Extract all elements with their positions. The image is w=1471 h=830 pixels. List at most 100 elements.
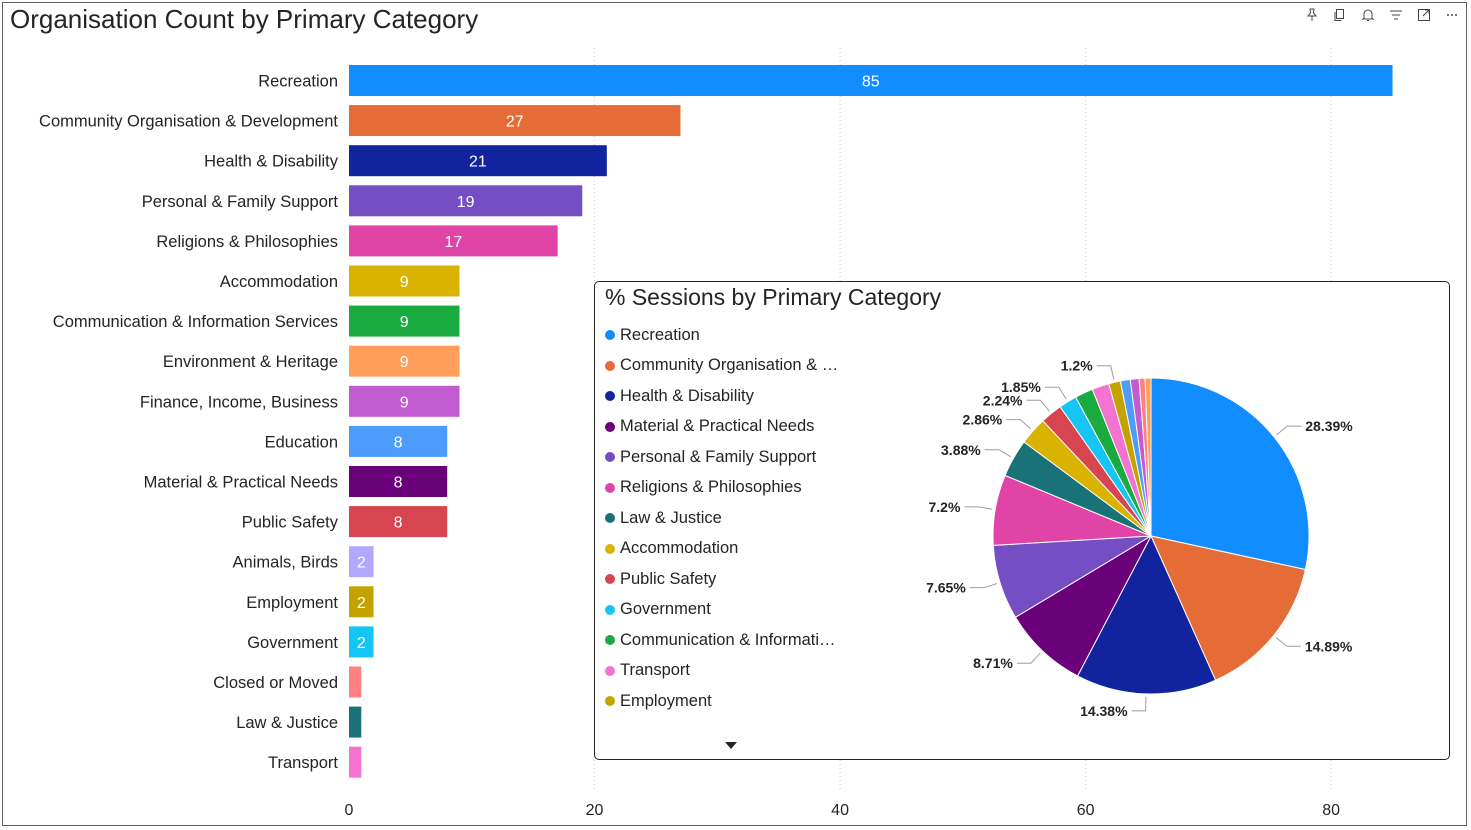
category-label: Recreation: [258, 73, 338, 91]
pie-slice[interactable]: [1014, 534, 1153, 677]
bar-data-label: 17: [444, 234, 462, 251]
legend-label: Public Safety: [620, 569, 717, 588]
bar[interactable]: [349, 105, 681, 137]
legend-label: Accommodation: [620, 539, 739, 558]
legend-item[interactable]: Communication & Informati…: [605, 625, 845, 656]
category-label: Accommodation: [220, 273, 338, 291]
bar-data-label: 9: [400, 274, 409, 291]
category-label: Personal & Family Support: [142, 193, 339, 211]
bar[interactable]: [349, 466, 448, 497]
bar-data-label: 2: [357, 555, 366, 572]
legend-marker: [605, 665, 615, 676]
legend-item[interactable]: Health & Disability: [605, 381, 845, 412]
bar-data-label: 85: [862, 74, 880, 91]
legend-item[interactable]: Employment: [605, 686, 845, 717]
pie-legend: Recreation Community Organisation & … Heal…: [605, 320, 845, 717]
legend-marker: [605, 360, 615, 371]
pie-leader-line: [1026, 399, 1050, 412]
legend-label: Religions & Philosophies: [620, 478, 802, 497]
legend-marker: [605, 452, 615, 463]
bar-data-label: 19: [457, 194, 475, 211]
category-label: Closed or Moved: [213, 674, 338, 692]
pie-data-label: 1.85%: [1001, 379, 1041, 395]
legend-item[interactable]: Transport: [605, 656, 845, 687]
legend-marker: [605, 635, 615, 646]
bar-data-label: 8: [394, 475, 403, 492]
bar[interactable]: [349, 65, 1393, 96]
pie-leader-line: [1006, 419, 1032, 430]
legend-label: Health & Disability: [620, 386, 754, 405]
bar[interactable]: [349, 225, 558, 257]
bar[interactable]: [349, 385, 460, 417]
pie-leader-line: [969, 583, 998, 589]
bar-chart-title: Organisation Count by Primary Category: [10, 4, 479, 34]
x-tick-label: 0: [345, 802, 354, 819]
legend-item[interactable]: Accommodation: [605, 534, 845, 565]
category-label: Education: [265, 433, 338, 451]
bar[interactable]: [349, 265, 460, 297]
filter-icon[interactable]: [1387, 6, 1405, 24]
legend-item[interactable]: Community Organisation & …: [605, 351, 845, 382]
legend-marker: [605, 330, 615, 341]
copy-icon[interactable]: [1331, 6, 1349, 24]
bar[interactable]: [349, 626, 374, 658]
pie-leader-line: [1096, 365, 1115, 380]
legend-label: Transport: [620, 661, 690, 680]
legend-item[interactable]: Public Safety: [605, 564, 845, 595]
pie-slice[interactable]: [1144, 377, 1152, 537]
pie-slice[interactable]: [1076, 534, 1217, 695]
bell-icon[interactable]: [1359, 6, 1377, 24]
bar[interactable]: [349, 506, 448, 538]
legend-item[interactable]: Material & Practical Needs: [605, 412, 845, 443]
pin-icon[interactable]: [1303, 6, 1321, 24]
pie-leader-line: [1131, 696, 1147, 712]
bar[interactable]: [349, 305, 460, 337]
bar[interactable]: [349, 185, 583, 217]
pie-leader-line: [964, 506, 993, 510]
bar-data-label: 8: [394, 434, 403, 451]
pie-data-label: 3.88%: [941, 442, 981, 458]
bar-data-label: 2: [357, 635, 366, 652]
legend-scroll-down-icon[interactable]: [725, 742, 737, 749]
focus-mode-icon[interactable]: [1415, 6, 1433, 24]
legend-item[interactable]: Recreation: [605, 320, 845, 351]
category-label: Public Safety: [242, 514, 339, 532]
legend-item[interactable]: Government: [605, 595, 845, 626]
legend-item[interactable]: Personal & Family Support: [605, 442, 845, 473]
pie-data-label: 7.2%: [929, 499, 961, 515]
category-label: Material & Practical Needs: [144, 474, 338, 492]
pie-leader-line: [1044, 386, 1067, 400]
pie-slice[interactable]: [1150, 377, 1310, 571]
category-label: Animals, Birds: [233, 554, 338, 572]
legend-marker: [605, 696, 615, 707]
bar[interactable]: [349, 425, 448, 457]
legend-item[interactable]: Religions & Philosophies: [605, 473, 845, 504]
category-label: Community Organisation & Development: [39, 113, 338, 131]
pie-data-label: 28.39%: [1305, 418, 1353, 434]
bar[interactable]: [349, 706, 362, 738]
bar[interactable]: [349, 145, 607, 177]
bar-data-label: 9: [400, 354, 409, 371]
bar[interactable]: [349, 345, 460, 377]
bar-data-label: 2: [357, 595, 366, 612]
bar[interactable]: [349, 586, 374, 618]
category-label: Religions & Philosophies: [156, 233, 338, 251]
legend-marker: [605, 604, 615, 615]
bar[interactable]: [349, 746, 362, 778]
more-options-icon[interactable]: [1443, 6, 1461, 24]
legend-label: Community Organisation & …: [620, 356, 839, 375]
pie-slice[interactable]: [1150, 535, 1306, 681]
category-label: Finance, Income, Business: [140, 393, 338, 411]
category-label: Government: [247, 634, 338, 652]
pie-leader-line: [1016, 652, 1041, 664]
bar[interactable]: [349, 546, 374, 578]
pie-data-label: 14.89%: [1305, 638, 1353, 654]
legend-label: Communication & Informati…: [620, 630, 836, 649]
pie-data-label: 14.38%: [1080, 703, 1128, 719]
pie-leader-line: [984, 449, 1012, 458]
bar[interactable]: [349, 666, 362, 698]
legend-item[interactable]: Law & Justice: [605, 503, 845, 534]
bar-data-label: 9: [400, 314, 409, 331]
pie-chart-title: % Sessions by Primary Category: [605, 284, 942, 310]
pie-data-label: 2.24%: [983, 392, 1023, 408]
